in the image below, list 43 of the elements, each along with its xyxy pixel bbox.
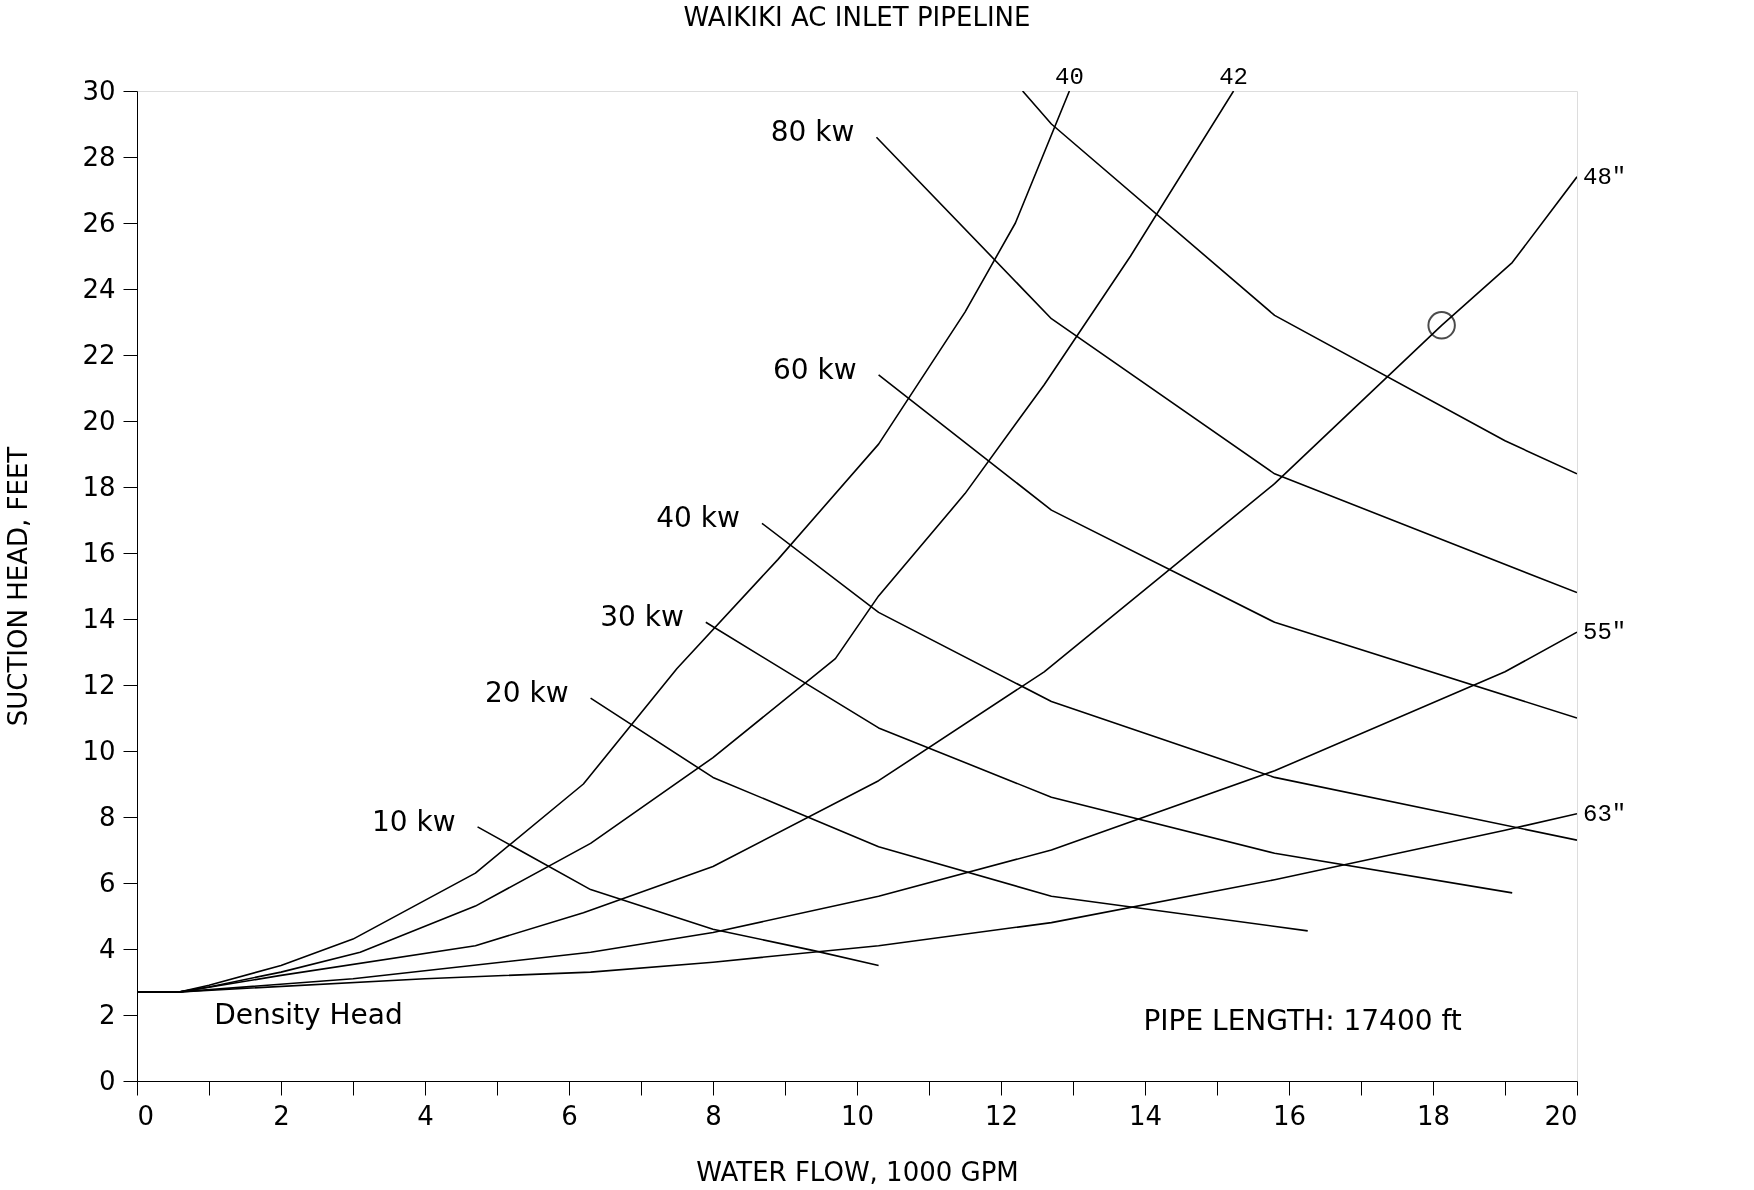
series-label: 48" [1583,163,1627,191]
y-tick-label: 26 [82,207,116,238]
series-label: 60 kw [772,352,857,386]
y-tick-label: 22 [82,339,116,370]
y-tick-label: 14 [82,603,116,634]
y-tick-label: 28 [82,141,116,172]
series-label: 42 [1219,64,1248,91]
series-label: 10 kw [371,804,456,838]
y-tick-label: 6 [98,867,116,898]
series-label: 20 kw [484,676,569,710]
x-tick-label: 8 [705,1100,722,1131]
x-tick-label: 10 [840,1100,875,1131]
x-tick-label: 16 [1272,1100,1307,1131]
series-label: 55" [1583,619,1627,647]
x-axis-title: WATER FLOW, 1000 GPM [696,1156,1019,1187]
y-tick-label: 20 [82,405,116,436]
x-tick-label: 0 [137,1100,155,1131]
x-tick-label: 4 [417,1100,434,1131]
annotation: PIPE LENGTH: 17400 ft [1143,1003,1462,1037]
chart-title: WAIKIKI AC INLET PIPELINE [683,2,1031,32]
y-tick-label: 16 [82,537,116,568]
x-tick-label: 12 [984,1100,1019,1131]
y-tick-label: 12 [82,669,116,700]
x-tick-label: 20 [1544,1100,1578,1131]
y-tick-label: 30 [82,75,116,106]
y-tick-label: 4 [98,933,116,964]
x-tick-label: 2 [273,1100,290,1131]
x-tick-label: 14 [1128,1100,1163,1131]
x-tick-label: 18 [1416,1100,1451,1131]
series-label: 30 kw [600,600,684,634]
series-label: 40 kw [656,501,740,535]
y-tick-label: 10 [82,735,116,766]
series-label: 80 kw [770,115,855,149]
y-tick-label: 8 [98,801,116,832]
y-tick-label: 0 [98,1065,116,1096]
y-tick-label: 18 [82,471,116,502]
series-label: 40 [1054,64,1084,91]
y-tick-label: 24 [82,273,116,304]
series-label: 63" [1583,800,1627,828]
annotation: Density Head [214,997,403,1031]
y-tick-label: 2 [98,999,116,1030]
x-tick-label: 6 [561,1100,578,1131]
y-axis-title: SUCTION HEAD, FEET [3,446,34,727]
